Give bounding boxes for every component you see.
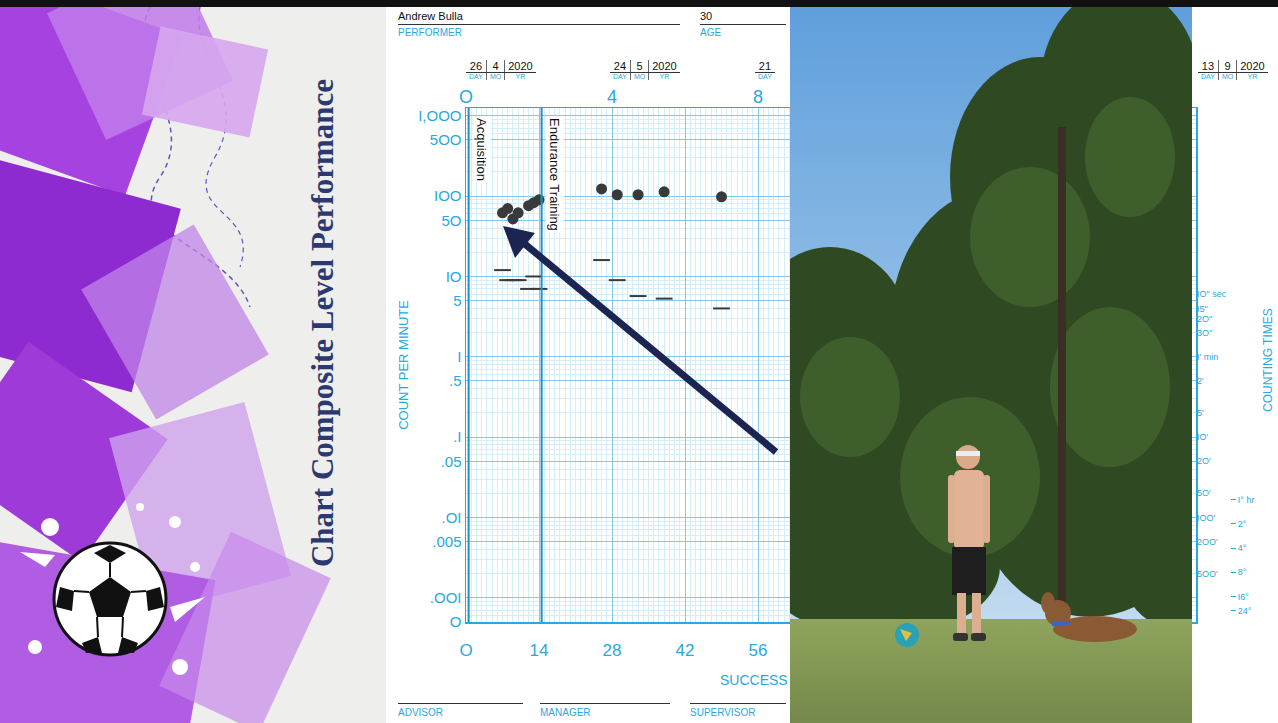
svg-text:42: 42 bbox=[676, 641, 695, 660]
svg-text:14: 14 bbox=[530, 641, 549, 660]
html-text:YR: YR bbox=[659, 73, 670, 80]
svg-text:O: O bbox=[450, 613, 462, 630]
svg-text:I: I bbox=[457, 348, 461, 365]
svg-text:2OO': 2OO' bbox=[1197, 537, 1218, 547]
svg-text:I,OOO: I,OOO bbox=[418, 107, 461, 124]
svg-text:.I: .I bbox=[453, 428, 461, 445]
html-text:Andrew Bulla: Andrew Bulla bbox=[398, 10, 463, 22]
html-text:2020: 2020 bbox=[508, 60, 533, 72]
html-text:26: 26 bbox=[469, 60, 483, 72]
html-text:2020: 2020 bbox=[652, 60, 677, 72]
svg-text:56: 56 bbox=[749, 641, 768, 660]
html-text:MO: MO bbox=[1221, 73, 1234, 80]
svg-text:COUNT PER MINUTE: COUNT PER MINUTE bbox=[396, 300, 411, 430]
svg-text:5OO': 5OO' bbox=[1197, 569, 1218, 579]
svg-text:IO: IO bbox=[446, 268, 462, 285]
svg-text:.05: .05 bbox=[441, 453, 462, 470]
html-text:MANAGER: MANAGER bbox=[540, 707, 591, 718]
svg-text:5OO: 5OO bbox=[430, 131, 462, 148]
svg-text:O: O bbox=[459, 87, 473, 107]
html-text:9: 9 bbox=[1224, 60, 1231, 72]
html-text:SUPERVISOR: SUPERVISOR bbox=[690, 707, 756, 718]
svg-text:IOO': IOO' bbox=[1197, 513, 1216, 523]
html-text:Chart Composite Level Performa: Chart Composite Level Performance bbox=[305, 79, 340, 568]
svg-text:COUNTING TIMES: COUNTING TIMES bbox=[1261, 308, 1275, 412]
html-text:21: 21 bbox=[758, 60, 772, 72]
svg-text:5O: 5O bbox=[441, 212, 461, 229]
svg-text:O: O bbox=[459, 641, 472, 660]
html-text:MO: MO bbox=[489, 73, 502, 80]
svg-text:5': 5' bbox=[1197, 408, 1204, 418]
svg-text:5: 5 bbox=[453, 292, 461, 309]
html-text:DAY: DAY bbox=[758, 73, 772, 80]
svg-text:.OOI: .OOI bbox=[430, 589, 462, 606]
svg-text:3O": 3O" bbox=[1197, 328, 1212, 338]
html-text:5: 5 bbox=[636, 60, 643, 72]
svg-text:IO': IO' bbox=[1197, 432, 1209, 442]
html-text:DAY: DAY bbox=[613, 73, 627, 80]
svg-text:2': 2' bbox=[1197, 376, 1204, 386]
svg-text:2°: 2° bbox=[1238, 519, 1247, 529]
svg-text:I6°: I6° bbox=[1238, 592, 1250, 602]
svg-text:I' min: I' min bbox=[1197, 352, 1218, 362]
html-text:YR: YR bbox=[515, 73, 526, 80]
svg-text:I° hr: I° hr bbox=[1238, 495, 1255, 505]
svg-text:5O': 5O' bbox=[1197, 488, 1211, 498]
html-text:ADVISOR: ADVISOR bbox=[398, 707, 443, 718]
html-text:YR: YR bbox=[1247, 73, 1258, 80]
svg-text:SUCCESS: SUCCESS bbox=[720, 672, 788, 688]
svg-text:.5: .5 bbox=[449, 372, 462, 389]
svg-text:I5": I5" bbox=[1197, 304, 1208, 314]
svg-text:2O": 2O" bbox=[1197, 314, 1212, 324]
svg-text:2O': 2O' bbox=[1197, 456, 1211, 466]
html-text:30: 30 bbox=[700, 10, 713, 22]
html-text:MO: MO bbox=[633, 73, 646, 80]
html-text:PERFORMER: PERFORMER bbox=[398, 27, 462, 38]
svg-text:Acquisition: Acquisition bbox=[474, 118, 489, 181]
svg-text:.005: .005 bbox=[432, 533, 461, 550]
svg-text:4°: 4° bbox=[1238, 543, 1247, 553]
html-text:DAY: DAY bbox=[469, 73, 483, 80]
svg-text:24°: 24° bbox=[1238, 606, 1252, 616]
svg-text:IO" sec: IO" sec bbox=[1197, 289, 1227, 299]
svg-text:8: 8 bbox=[753, 87, 763, 107]
svg-text:IOO: IOO bbox=[434, 187, 462, 204]
html-text:DAY: DAY bbox=[1201, 73, 1215, 80]
svg-text:4: 4 bbox=[607, 87, 617, 107]
html-text:4: 4 bbox=[492, 60, 499, 72]
html-text:24: 24 bbox=[613, 60, 627, 72]
html-text:13: 13 bbox=[1201, 60, 1215, 72]
svg-text:8°: 8° bbox=[1238, 567, 1247, 577]
html-text:2020: 2020 bbox=[1240, 60, 1265, 72]
svg-text:28: 28 bbox=[603, 641, 622, 660]
html-text:AGE: AGE bbox=[700, 27, 722, 38]
svg-text:.OI: .OI bbox=[441, 509, 461, 526]
svg-text:Endurance Training: Endurance Training bbox=[547, 118, 562, 231]
